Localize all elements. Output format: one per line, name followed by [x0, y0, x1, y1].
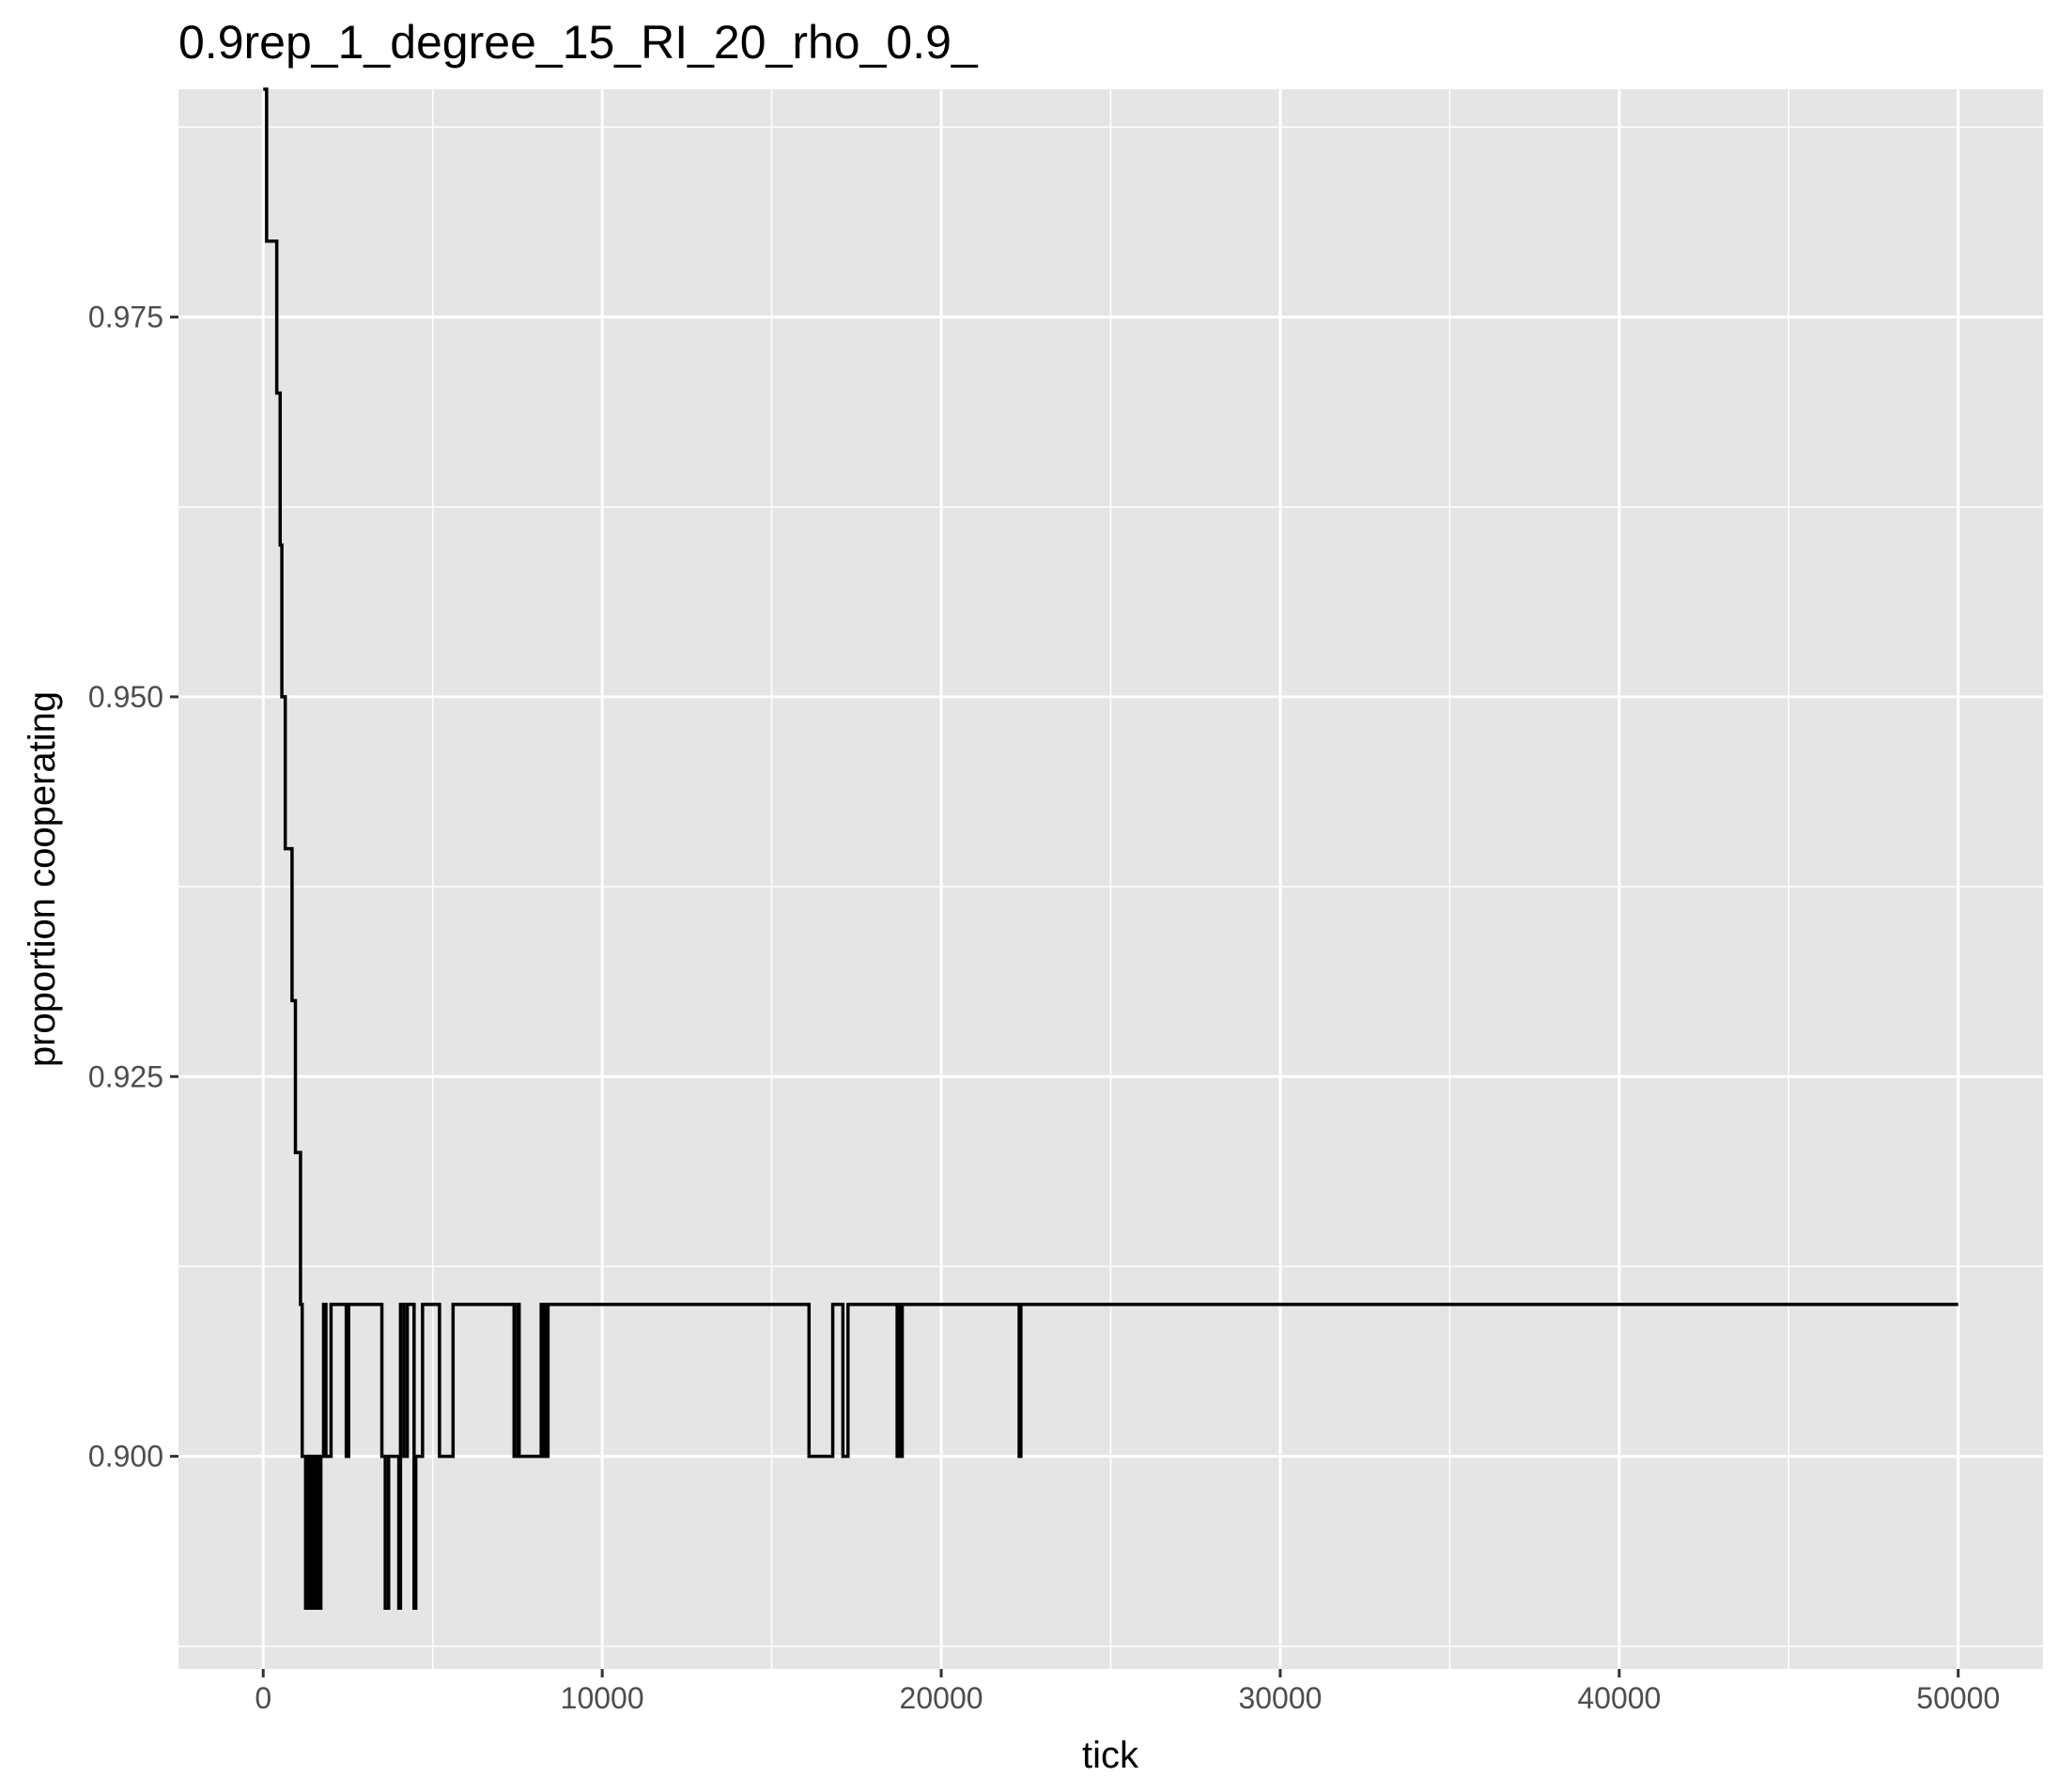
chart-title: 0.9rep_1_degree_15_RI_20_rho_0.9_: [178, 16, 979, 69]
x-axis: 0 10000 20000 30000 40000 50000: [255, 1669, 2000, 1715]
y-axis-title: proportion cooperating: [22, 691, 63, 1067]
y-tick-label: 0.950: [88, 680, 163, 714]
y-tick-label: 0.900: [88, 1440, 163, 1474]
y-tick-label: 0.925: [88, 1059, 163, 1093]
x-tick-label: 40000: [1577, 1681, 1661, 1715]
x-tick-label: 0: [255, 1681, 271, 1715]
x-tick-label: 50000: [1916, 1681, 2000, 1715]
y-axis: 0.900 0.925 0.950 0.975: [88, 301, 178, 1474]
series-line: [263, 87, 1958, 1611]
x-tick-label: 10000: [561, 1681, 644, 1715]
grid-major: [178, 89, 2043, 1669]
x-tick-label: 20000: [900, 1681, 983, 1715]
y-tick-label: 0.975: [88, 301, 163, 334]
x-axis-title: tick: [1082, 1735, 1139, 1776]
series-layer: [263, 87, 1958, 1611]
grid-minor: [178, 89, 2043, 1669]
x-tick-label: 30000: [1238, 1681, 1322, 1715]
